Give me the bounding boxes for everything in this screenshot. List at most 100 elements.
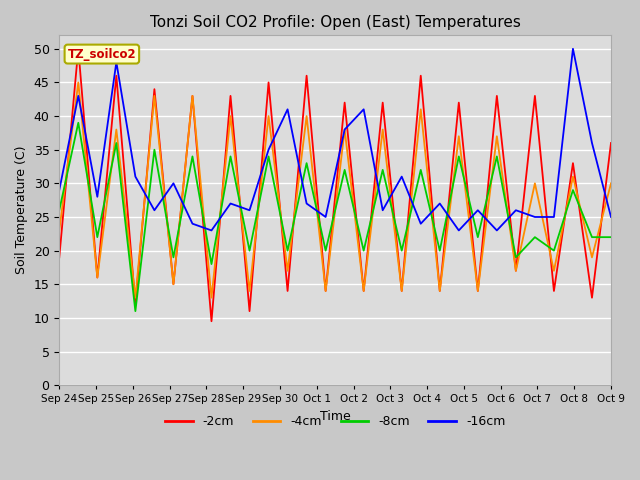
-2cm [265, 80, 273, 85]
-16cm [417, 221, 424, 227]
-2cm [284, 288, 291, 294]
-16cm [474, 207, 482, 213]
-2cm [379, 100, 387, 106]
-2cm [93, 275, 101, 280]
-4cm [322, 288, 330, 294]
-2cm [398, 288, 406, 294]
-4cm [341, 127, 349, 132]
Y-axis label: Soil Temperature (C): Soil Temperature (C) [15, 146, 28, 275]
-4cm [607, 180, 615, 186]
-16cm [113, 60, 120, 65]
-8cm [74, 120, 82, 126]
-2cm [246, 308, 253, 314]
-16cm [588, 140, 596, 146]
-8cm [417, 167, 424, 173]
-16cm [455, 228, 463, 233]
-2cm [56, 254, 63, 260]
-16cm [379, 207, 387, 213]
-2cm [531, 93, 539, 99]
-4cm [493, 133, 500, 139]
-16cm [493, 228, 500, 233]
-2cm [227, 93, 234, 99]
-2cm [569, 160, 577, 166]
-8cm [531, 234, 539, 240]
-16cm [150, 207, 158, 213]
Legend: -2cm, -4cm, -8cm, -16cm: -2cm, -4cm, -8cm, -16cm [160, 410, 510, 433]
-2cm [207, 318, 215, 324]
-4cm [93, 275, 101, 280]
-4cm [512, 268, 520, 274]
-2cm [550, 288, 558, 294]
-16cm [303, 201, 310, 206]
-4cm [265, 113, 273, 119]
-8cm [360, 248, 367, 253]
-2cm [303, 73, 310, 79]
-4cm [189, 93, 196, 99]
-4cm [455, 133, 463, 139]
-16cm [398, 174, 406, 180]
-8cm [341, 167, 349, 173]
-16cm [550, 214, 558, 220]
-4cm [56, 228, 63, 233]
-16cm [74, 93, 82, 99]
-4cm [417, 107, 424, 112]
Line: -4cm: -4cm [60, 83, 611, 298]
-4cm [550, 268, 558, 274]
-8cm [170, 254, 177, 260]
-8cm [493, 154, 500, 159]
-4cm [569, 174, 577, 180]
-2cm [170, 281, 177, 287]
-16cm [189, 221, 196, 227]
Line: -16cm: -16cm [60, 49, 611, 230]
-8cm [132, 308, 140, 314]
-8cm [303, 160, 310, 166]
-16cm [436, 201, 444, 206]
-8cm [398, 248, 406, 253]
-16cm [284, 107, 291, 112]
-16cm [360, 107, 367, 112]
-8cm [588, 234, 596, 240]
-16cm [607, 214, 615, 220]
-16cm [531, 214, 539, 220]
-8cm [284, 248, 291, 253]
-2cm [607, 140, 615, 146]
-4cm [531, 180, 539, 186]
-2cm [360, 288, 367, 294]
-4cm [284, 268, 291, 274]
-4cm [303, 113, 310, 119]
-8cm [607, 234, 615, 240]
-4cm [474, 288, 482, 294]
-4cm [227, 113, 234, 119]
-8cm [227, 154, 234, 159]
-4cm [207, 295, 215, 300]
-16cm [265, 147, 273, 153]
-8cm [455, 154, 463, 159]
X-axis label: Time: Time [320, 410, 351, 423]
-4cm [74, 80, 82, 85]
-16cm [56, 187, 63, 193]
-16cm [207, 228, 215, 233]
-2cm [588, 295, 596, 300]
-8cm [379, 167, 387, 173]
-2cm [474, 288, 482, 294]
-2cm [512, 268, 520, 274]
-2cm [341, 100, 349, 106]
-16cm [569, 46, 577, 52]
-4cm [113, 127, 120, 132]
-8cm [93, 234, 101, 240]
-8cm [56, 207, 63, 213]
-4cm [379, 127, 387, 132]
Line: -2cm: -2cm [60, 49, 611, 321]
-16cm [341, 127, 349, 132]
-4cm [150, 93, 158, 99]
Text: TZ_soilco2: TZ_soilco2 [68, 48, 136, 60]
-2cm [417, 73, 424, 79]
-8cm [207, 261, 215, 267]
-16cm [170, 180, 177, 186]
-4cm [436, 288, 444, 294]
-8cm [322, 248, 330, 253]
-2cm [322, 288, 330, 294]
-4cm [132, 295, 140, 300]
-2cm [132, 301, 140, 307]
-8cm [189, 154, 196, 159]
